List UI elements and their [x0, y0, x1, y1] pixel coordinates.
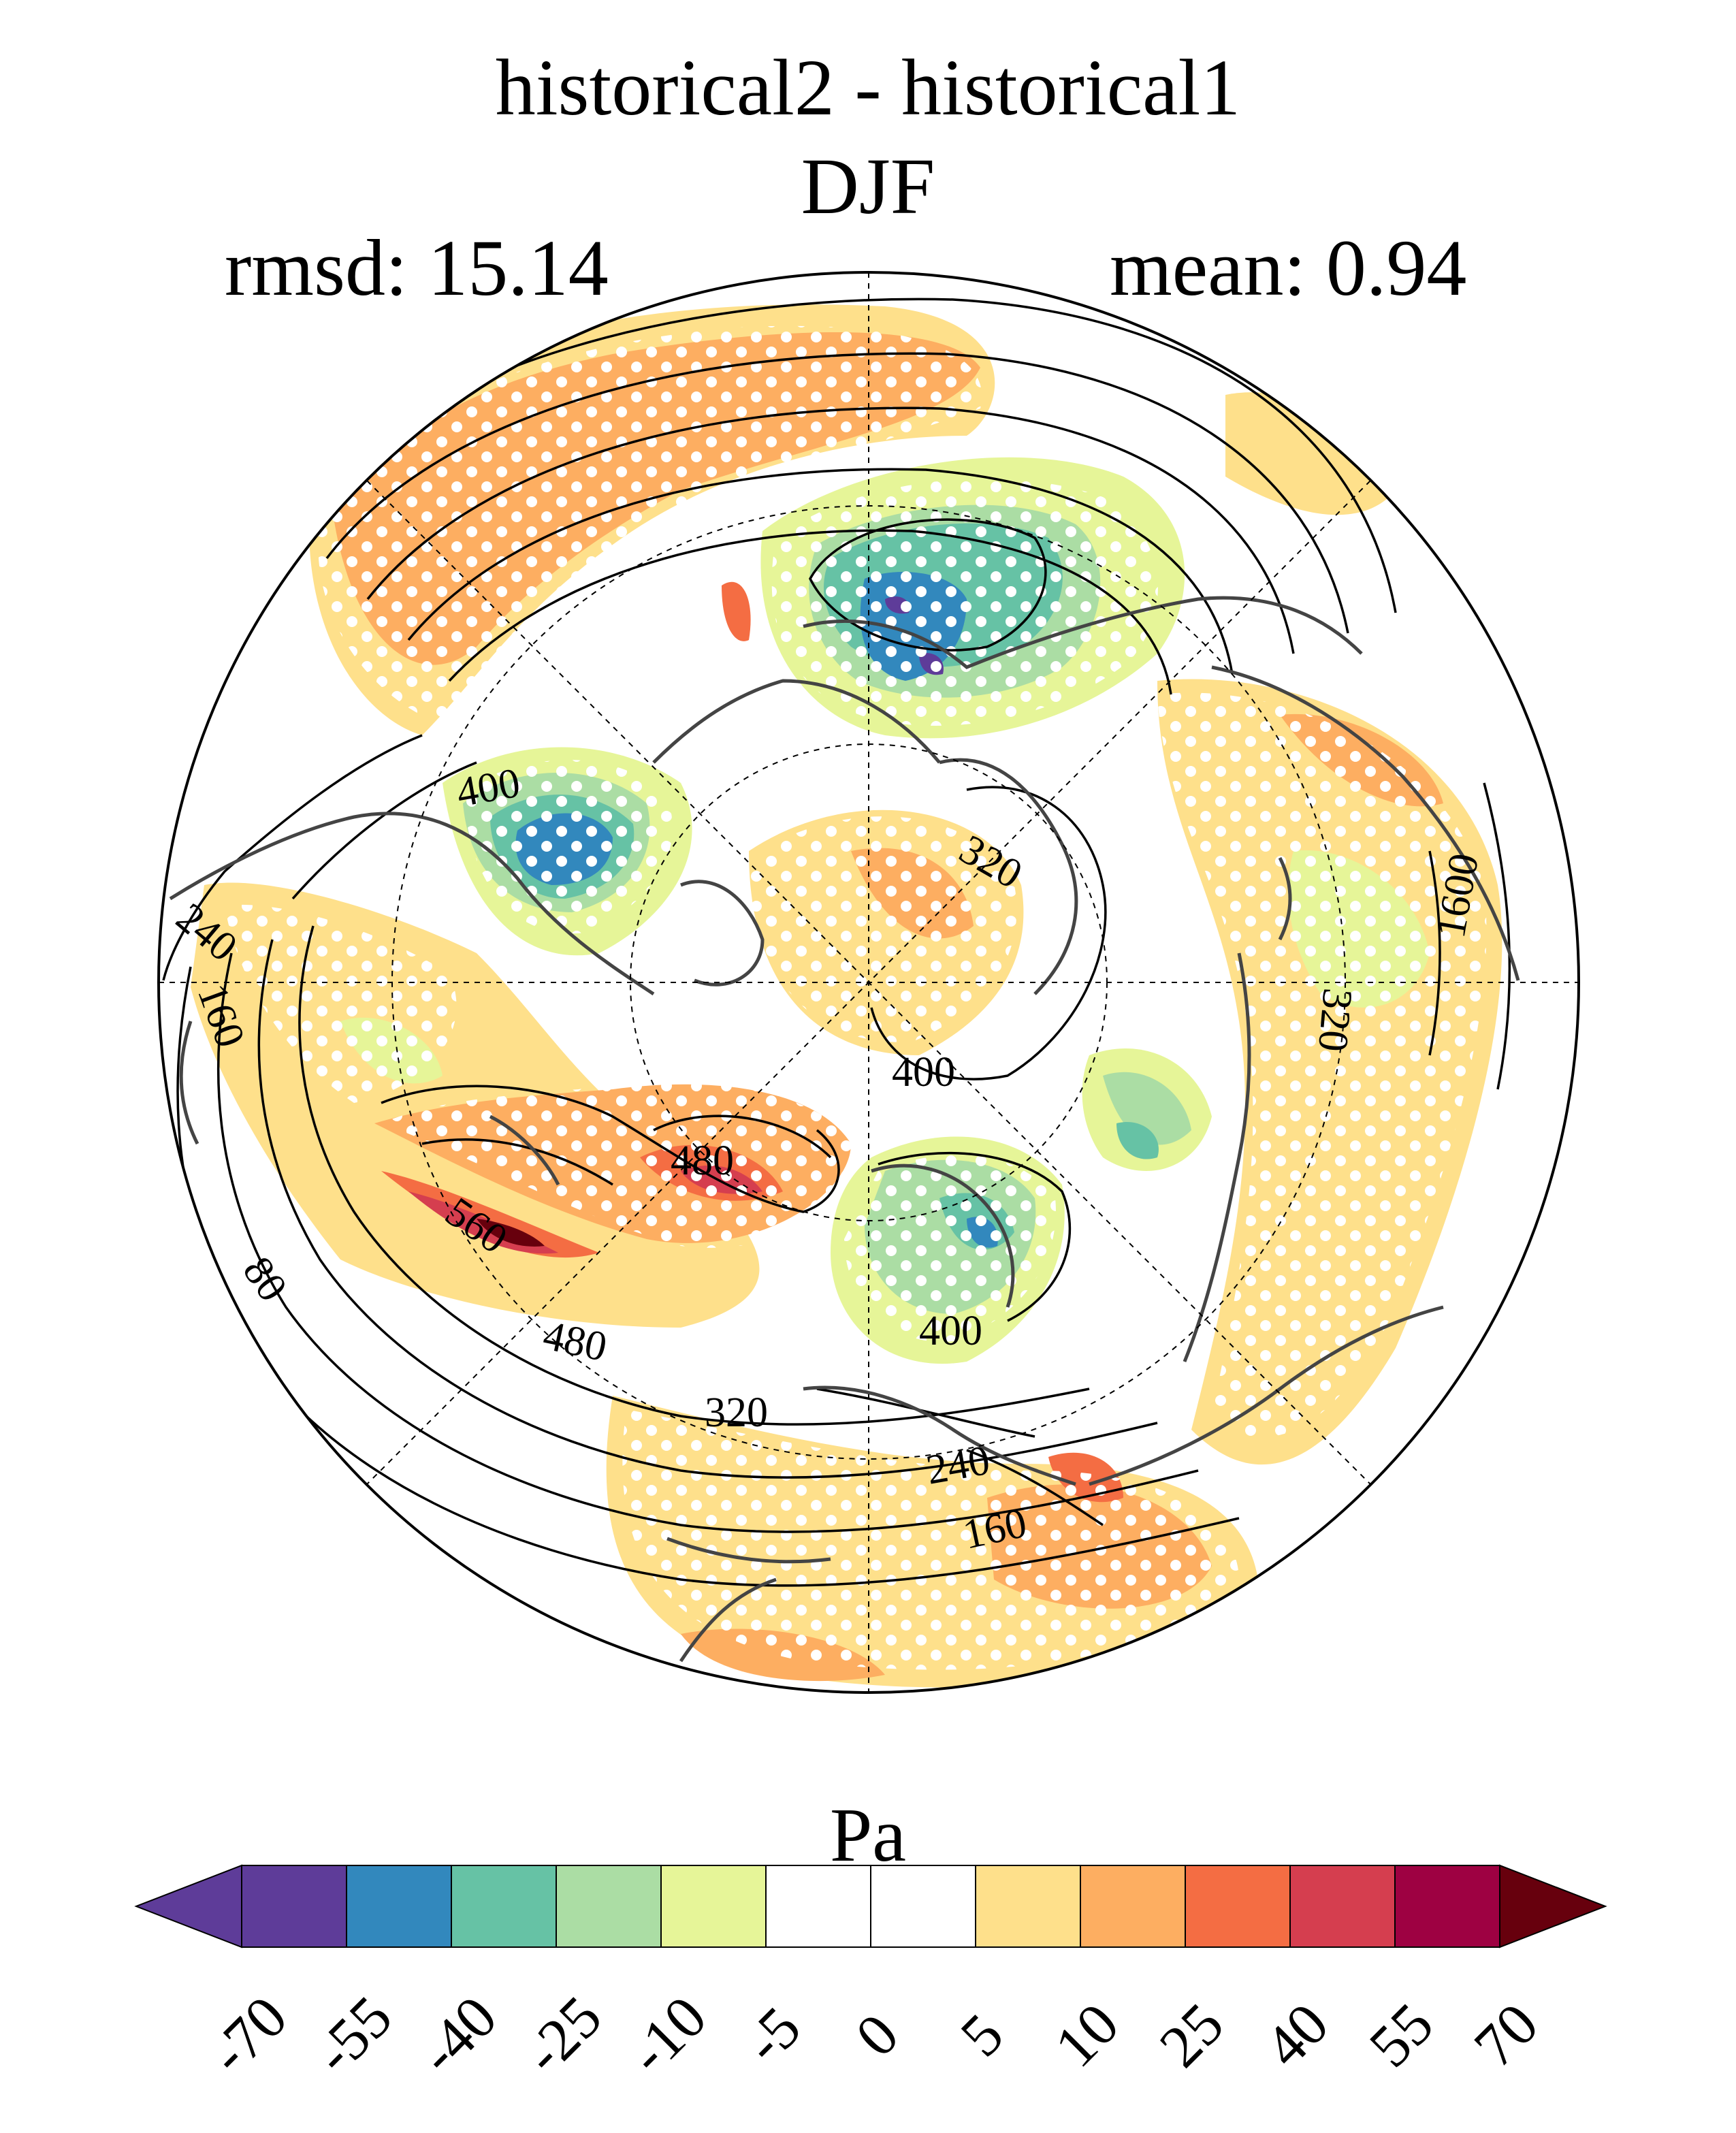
colorbar-box [1185, 1865, 1291, 1948]
colorbar-tick-label: -55 [302, 1984, 405, 2087]
climatology-contours [162, 298, 1511, 1587]
mean-label: mean: 0.94 [1110, 223, 1467, 312]
polar-map: 400 320 1600 240 160 80 400 480 560 480 … [157, 271, 1580, 1694]
figure-title: historical2 - historical1 [495, 43, 1241, 132]
colorbar-tick-label: -5 [732, 1995, 814, 2076]
colorbar-ticks: -70 -55 -40 -25 -10 -5 0 5 10 25 40 55 70 [197, 1984, 1551, 2087]
season-label: DJF [801, 142, 935, 231]
colorbar-boxes [134, 1864, 1607, 1948]
colorbar-box [1080, 1865, 1186, 1948]
colorbar-tick-label: -25 [511, 1984, 615, 2087]
colorbar: -70 -55 -40 -25 -10 -5 0 5 10 25 40 55 70 [134, 1864, 1607, 2087]
colorbar-box [556, 1865, 662, 1948]
colorbar-tick-label: 40 [1252, 1991, 1341, 2080]
colorbar-tick-label: 55 [1357, 1991, 1446, 2080]
colorbar-tick-label: -40 [406, 1984, 510, 2087]
contour-label: 400 [892, 1049, 955, 1095]
positive-extreme-areas [477, 1219, 545, 1247]
colorbar-tick-label: -70 [197, 1984, 300, 2087]
contour-label: 320 [1309, 987, 1361, 1054]
colorbar-box [765, 1865, 871, 1948]
colorbar-tick-label: 5 [948, 2002, 1016, 2070]
colorbar-tick-label: 10 [1042, 1991, 1131, 2080]
difference-field [159, 272, 1579, 1693]
contour-label: 400 [919, 1308, 982, 1354]
contour-label: 320 [705, 1390, 768, 1436]
rmsd-label: rmsd: 15.14 [225, 223, 609, 312]
colorbar-box [660, 1865, 767, 1948]
colorbar-tick-label: 0 [843, 2002, 912, 2070]
graticule [159, 272, 1579, 1693]
colorbar-tick-label: 25 [1147, 1991, 1236, 2080]
colorbar-tick-label: -10 [616, 1984, 720, 2087]
colorbar-box [241, 1865, 347, 1948]
contour-label: 400 [453, 760, 524, 816]
colorbar-under-triangle [134, 1864, 242, 1948]
colorbar-over-triangle [1499, 1864, 1607, 1948]
map-boundary [157, 271, 1580, 1694]
colorbar-box [1394, 1865, 1500, 1948]
colorbar-box [451, 1865, 557, 1948]
contour-label: 480 [671, 1138, 734, 1184]
colorbar-unit: Pa [830, 1793, 906, 1878]
coastlines [169, 596, 1520, 1663]
contour-label: 240 [923, 1437, 993, 1494]
colorbar-box [870, 1865, 976, 1948]
colorbar-box [975, 1865, 1081, 1948]
colorbar-box [1289, 1865, 1396, 1948]
colorbar-tick-label: 70 [1462, 1991, 1551, 2080]
colorbar-box [346, 1865, 452, 1948]
